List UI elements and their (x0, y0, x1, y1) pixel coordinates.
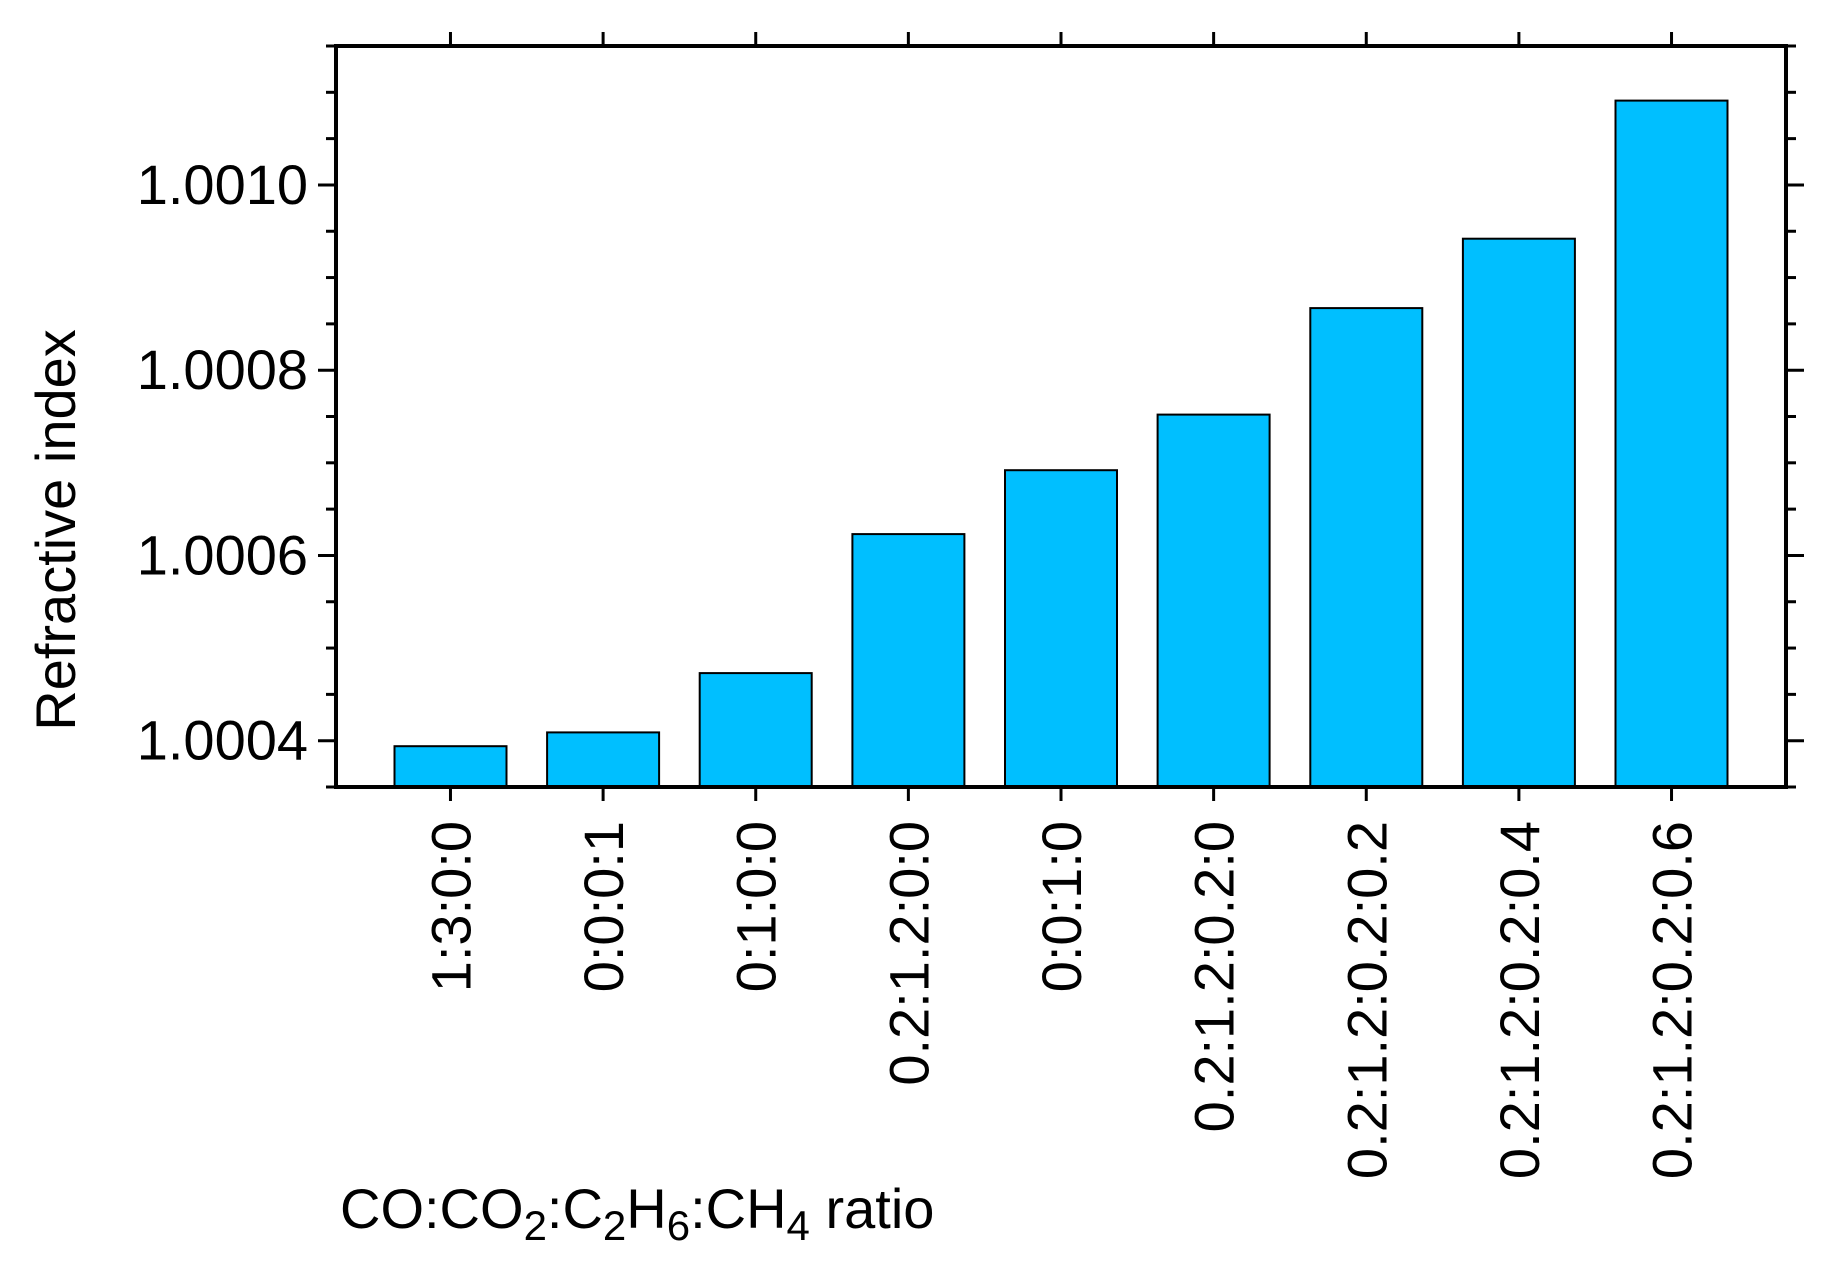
x-axis-title-text: :CH (690, 1177, 786, 1240)
y-axis-title: Refractive index (24, 329, 87, 731)
x-tick-label: 1:3:0:0 (420, 821, 483, 992)
bar (1461, 237, 1576, 788)
x-axis-title-subscript: 2 (524, 1202, 547, 1249)
x-tick-label: 0:1:0:0 (725, 821, 788, 992)
bar (698, 672, 813, 788)
bar (1156, 413, 1271, 788)
x-axis-title-text: ratio (810, 1177, 935, 1240)
x-axis-title: CO:CO2:C2H6:CH4 ratio (340, 1177, 934, 1249)
y-tick-label: 1.0008 (137, 338, 308, 401)
x-axis-title-subscript: 2 (603, 1202, 626, 1249)
y-tick-label: 1.0006 (137, 523, 308, 586)
bar (1309, 307, 1424, 788)
x-axis-title-subscript: 6 (667, 1202, 690, 1249)
x-tick-label: 0.2:1.2:0.2:0.4 (1488, 821, 1551, 1179)
x-tick-label: 0:0:0:1 (572, 821, 635, 992)
x-axis-title-text: :C (547, 1177, 603, 1240)
x-axis-title-subscript: 4 (787, 1202, 810, 1249)
bar (546, 731, 661, 789)
x-tick-label: 0:0:1:0 (1030, 821, 1093, 992)
x-axis-title-text: CO:CO (340, 1177, 524, 1240)
x-tick-label: 0.2:1.2:0:0 (877, 821, 940, 1086)
y-tick-label: 1.0010 (137, 153, 308, 216)
bars-group (393, 99, 1729, 789)
tick-labels-group: 1.0004 1.0006 1.0008 1.0010 1:3:0:0 0:0:0:1 0:… (137, 153, 1704, 1179)
bar (1614, 99, 1729, 789)
x-tick-label: 0.2:1.2:0.2:0.2 (1335, 821, 1398, 1179)
x-tick-label: 0.2:1.2:0.2:0 (1183, 821, 1246, 1132)
bar (393, 745, 508, 789)
bar (1004, 469, 1118, 788)
x-tick-label: 0.2:1.2:0.2:0.6 (1641, 821, 1704, 1179)
x-axis-title-text: H (626, 1177, 666, 1240)
y-tick-label: 1.0004 (137, 709, 308, 772)
bar (851, 533, 966, 788)
ticks-group (318, 32, 1804, 801)
